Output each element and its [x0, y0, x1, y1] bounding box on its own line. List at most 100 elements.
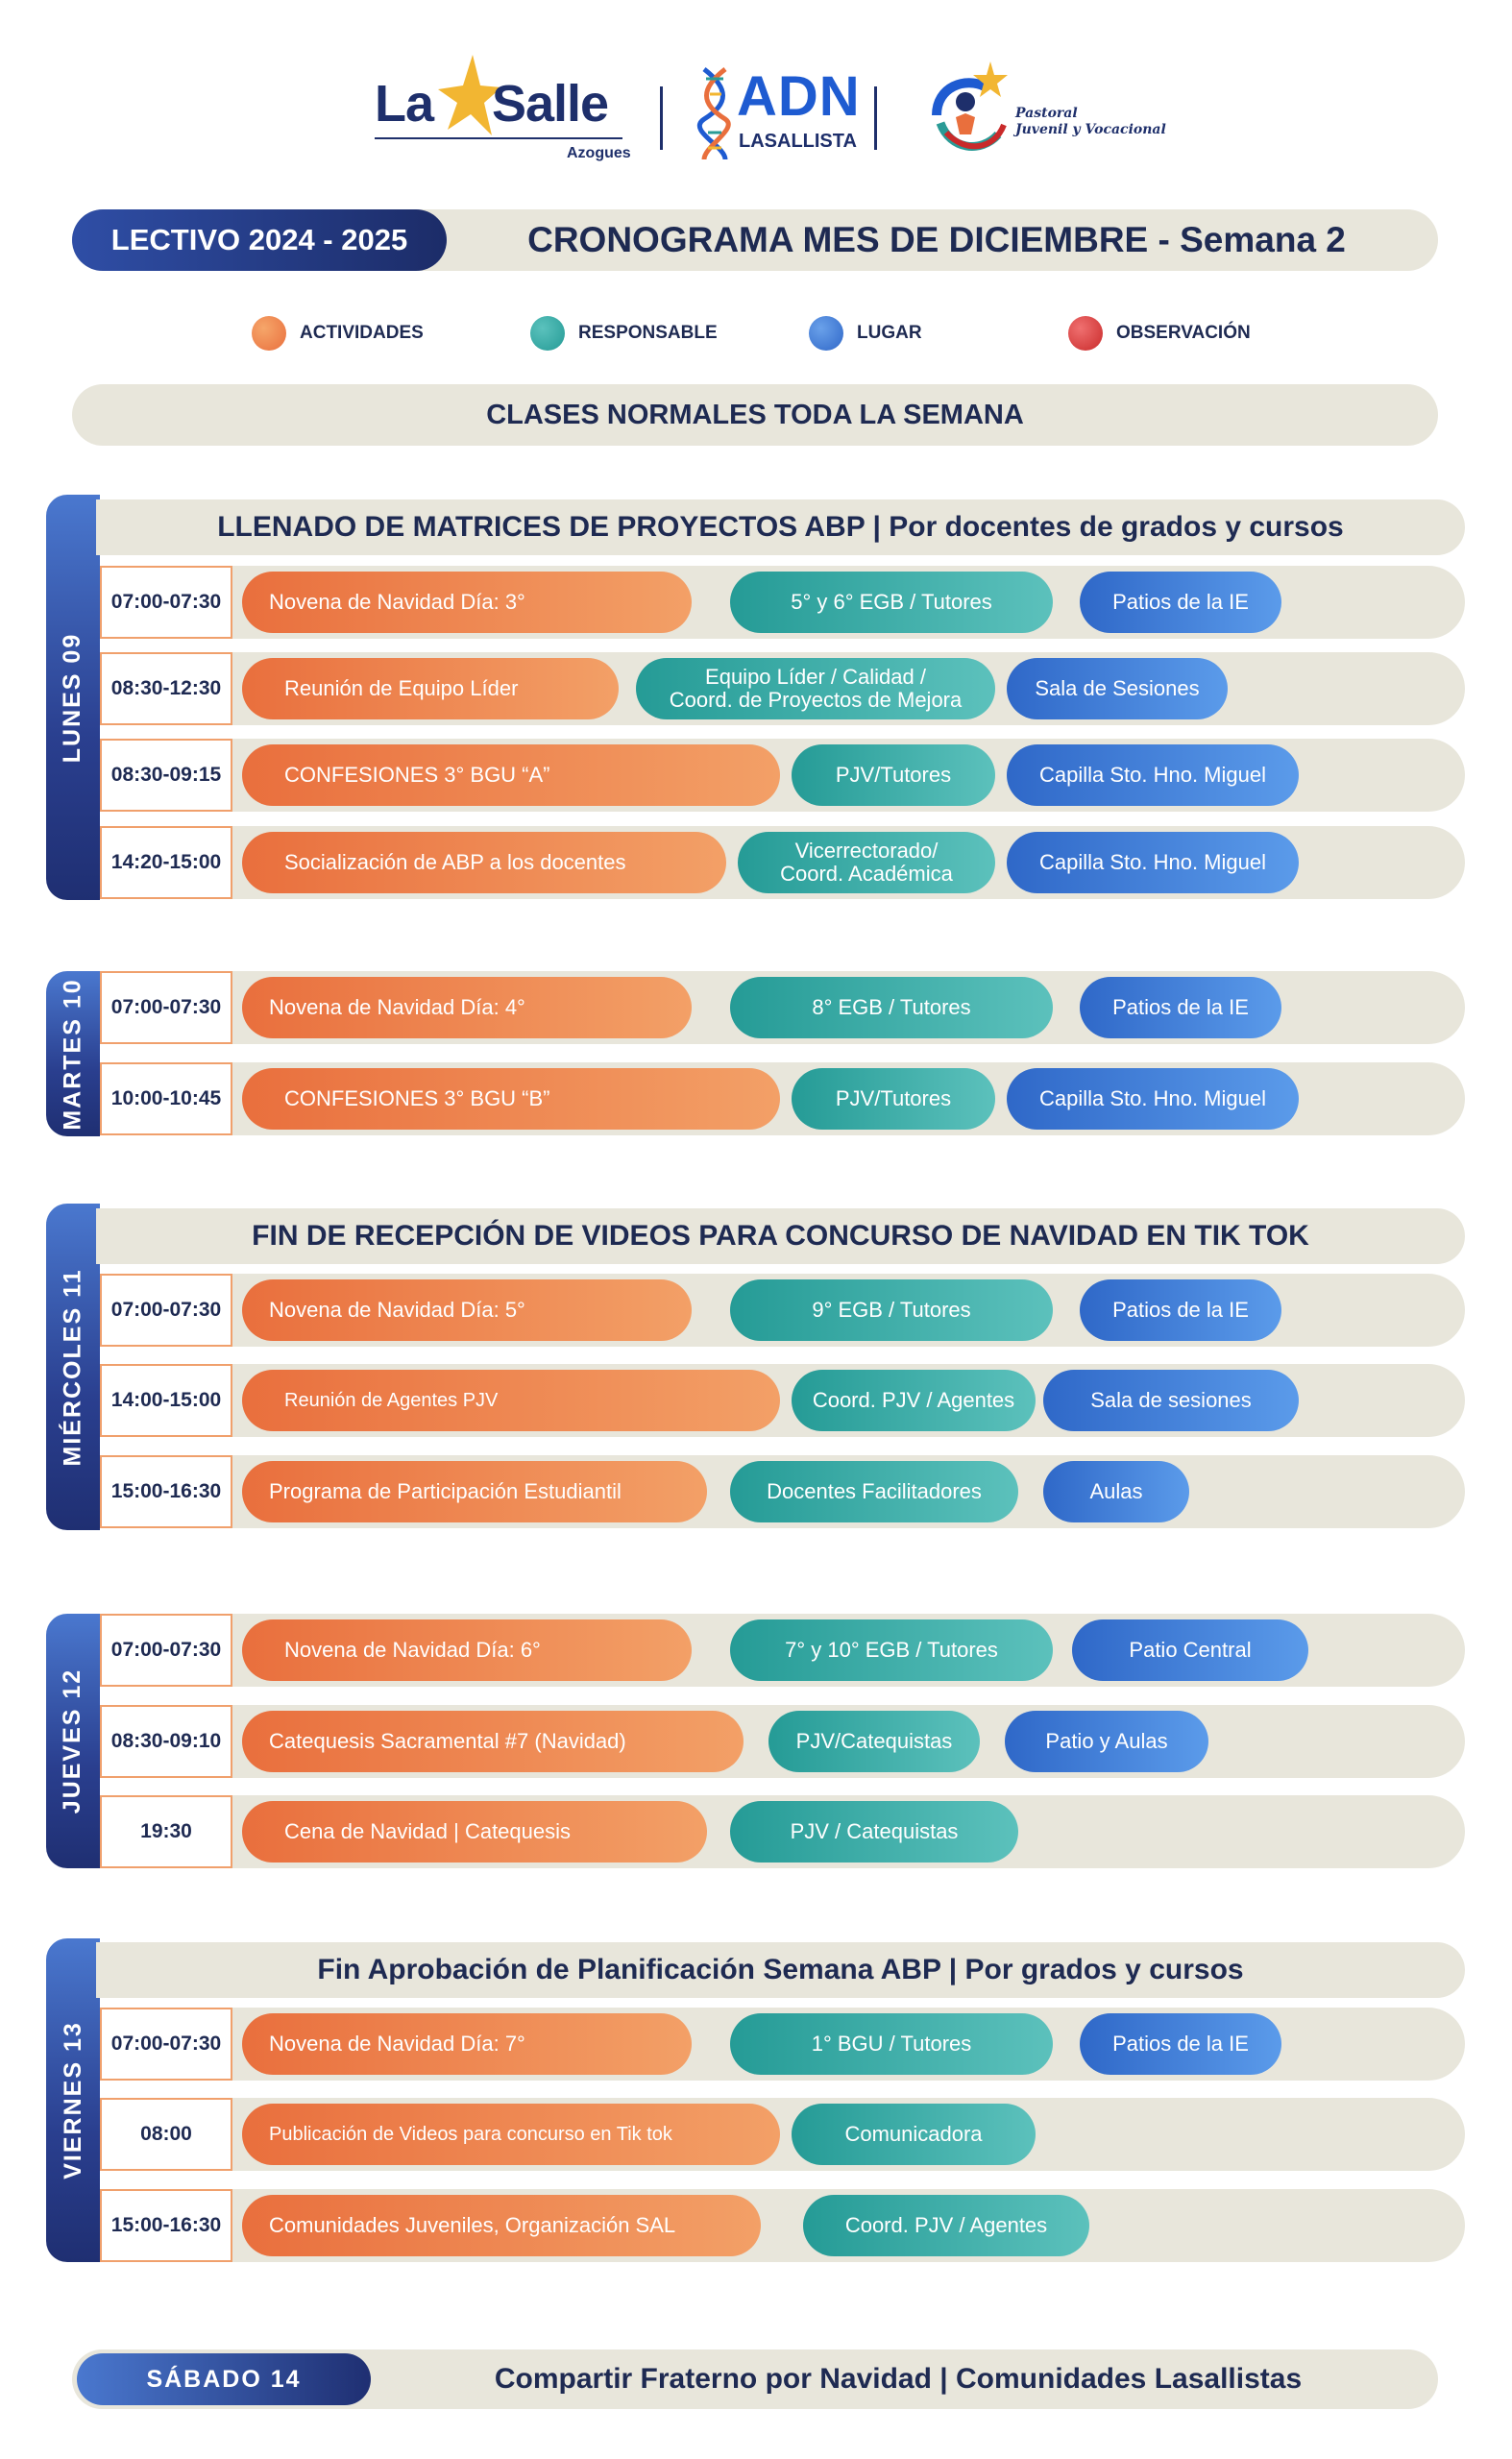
day-tab-miercoles: MIÉRCOLES 11 [46, 1204, 100, 1530]
legend-item-observation: OBSERVACIÓN [1068, 314, 1251, 353]
responsible-pill: PJV/Tutores [792, 744, 995, 806]
place-pill: Patios de la IE [1080, 572, 1281, 633]
responsible-pill: Comunicadora [792, 2104, 1036, 2165]
day-label: MIÉRCOLES 11 [59, 1268, 86, 1466]
activity-pill: Socialización de ABP a los docentes [242, 832, 726, 893]
pastoral-emblem-icon [932, 61, 1008, 151]
responsible-pill: Equipo Líder / Calidad / Coord. de Proye… [636, 658, 995, 719]
time-slot: 07:00-07:30 [100, 971, 232, 1044]
school-year-badge: LECTIVO 2024 - 2025 [72, 209, 447, 271]
time-slot: 15:00-16:30 [100, 2189, 232, 2262]
pastoral-logo-line-2: Juvenil y Vocacional [1015, 122, 1166, 137]
place-pill: Capilla Sto. Hno. Miguel [1007, 1068, 1299, 1130]
day-tab-viernes: VIERNES 13 [46, 1938, 100, 2262]
place-pill: Patios de la IE [1080, 1279, 1281, 1341]
logo-divider [874, 86, 877, 150]
activity-pill: Novena de Navidad Día: 6° [242, 1619, 692, 1681]
activity-pill: Cena de Navidad | Catequesis [242, 1801, 707, 1863]
responsible-pill: Coord. PJV / Agentes [792, 1370, 1036, 1431]
responsible-pill: 5° y 6° EGB / Tutores [730, 572, 1053, 633]
place-pill: Sala de sesiones [1043, 1370, 1299, 1431]
time-slot: 10:00-10:45 [100, 1062, 232, 1135]
place-pill: Patio Central [1072, 1619, 1308, 1681]
legend-item-responsible: RESPONSABLE [530, 314, 718, 353]
header-logos: La Salle Azogues ADN LASALLISTA [365, 48, 1182, 173]
day-header-miercoles: FIN DE RECEPCIÓN DE VIDEOS PARA CONCURSO… [96, 1208, 1465, 1264]
la-salle-logo: La Salle Azogues [375, 53, 631, 168]
activity-pill: Novena de Navidad Día: 7° [242, 2013, 692, 2075]
orange-dot-icon [252, 316, 286, 351]
la-salle-logo-sub: Azogues [567, 145, 631, 161]
time-slot: 08:30-09:10 [100, 1705, 232, 1778]
responsible-line-2: Coord. de Proyectos de Mejora [669, 688, 963, 712]
logo-divider [660, 86, 663, 150]
legend-label: RESPONSABLE [578, 323, 718, 343]
day-label: MARTES 10 [59, 977, 86, 1131]
day-label: VIERNES 13 [59, 2021, 86, 2179]
place-pill: Sala de Sesiones [1007, 658, 1228, 719]
activity-pill: Reunión de Agentes PJV [242, 1370, 780, 1431]
day-tab-martes: MARTES 10 [46, 971, 100, 1136]
day-header-lunes: LLENADO DE MATRICES DE PROYECTOS ABP | P… [96, 499, 1465, 555]
responsible-line-1: Vicerrectorado/ [794, 839, 939, 863]
time-slot: 08:00 [100, 2098, 232, 2171]
time-slot: 07:00-07:30 [100, 566, 232, 639]
activity-pill: Comunidades Juveniles, Organización SAL [242, 2195, 761, 2256]
responsible-pill: PJV/Catequistas [768, 1711, 980, 1772]
place-pill: Patios de la IE [1080, 977, 1281, 1038]
activity-pill: CONFESIONES 3° BGU “A” [242, 744, 780, 806]
la-salle-logo-word-la: La [375, 75, 434, 133]
activity-pill: Catequesis Sacramental #7 (Navidad) [242, 1711, 744, 1772]
activity-pill: Publicación de Videos para concurso en T… [242, 2104, 780, 2165]
responsible-pill: 9° EGB / Tutores [730, 1279, 1053, 1341]
legend-item-activities: ACTIVIDADES [252, 314, 424, 353]
day-tab-jueves: JUEVES 12 [46, 1614, 100, 1868]
pastoral-juvenil-logo: Pastoral Juvenil y Vocacional [927, 58, 1177, 173]
activity-pill: CONFESIONES 3° BGU “B” [242, 1068, 780, 1130]
day-label-sabado: SÁBADO 14 [77, 2353, 371, 2405]
day-header-viernes: Fin Aprobación de Planificación Semana A… [96, 1942, 1465, 1998]
legend-label: ACTIVIDADES [300, 323, 424, 343]
time-slot: 15:00-16:30 [100, 1455, 232, 1528]
adn-logo-subtitle: LASALLISTA [739, 131, 857, 152]
time-slot: 07:00-07:30 [100, 1274, 232, 1347]
star-icon [438, 55, 501, 135]
activity-pill: Novena de Navidad Día: 3° [242, 572, 692, 633]
place-pill: Capilla Sto. Hno. Miguel [1007, 744, 1299, 806]
la-salle-logo-word-salle: Salle [492, 75, 609, 133]
page-title: CRONOGRAMA MES DE DICIEMBRE - Semana 2 [527, 220, 1346, 259]
red-dot-icon [1068, 316, 1103, 351]
time-slot: 08:30-12:30 [100, 652, 232, 725]
dna-helix-icon [697, 67, 731, 160]
responsible-pill: Vicerrectorado/ Coord. Académica [738, 832, 995, 893]
time-slot: 19:30 [100, 1795, 232, 1868]
legend-item-place: LUGAR [809, 314, 922, 353]
adn-lasallista-logo: ADN LASALLISTA [696, 65, 860, 161]
legend-label: LUGAR [857, 323, 922, 343]
legend: ACTIVIDADES RESPONSABLE LUGAR OBSERVACIÓ… [0, 314, 1512, 353]
pastoral-logo-text: Pastoral Juvenil y Vocacional [1015, 106, 1166, 138]
activity-pill: Reunión de Equipo Líder [242, 658, 619, 719]
time-slot: 14:00-15:00 [100, 1364, 232, 1437]
time-slot: 07:00-07:30 [100, 1614, 232, 1687]
place-pill: Patios de la IE [1080, 2013, 1281, 2075]
day-label: JUEVES 12 [59, 1668, 86, 1814]
responsible-line-1: Equipo Líder / Calidad / [705, 665, 926, 689]
time-slot: 08:30-09:15 [100, 739, 232, 812]
time-slot: 14:20-15:00 [100, 826, 232, 899]
blue-dot-icon [809, 316, 843, 351]
saturday-activity: Compartir Fraterno por Navidad | Comunid… [494, 2363, 1303, 2395]
day-label: LUNES 09 [59, 632, 86, 763]
day-tab-lunes: LUNES 09 [46, 495, 100, 900]
place-pill: Capilla Sto. Hno. Miguel [1007, 832, 1299, 893]
place-pill: Aulas [1043, 1461, 1189, 1522]
activity-pill: Novena de Navidad Día: 4° [242, 977, 692, 1038]
la-salle-logo-underline [375, 137, 622, 139]
adn-logo-title: ADN [737, 65, 861, 128]
responsible-pill: 8° EGB / Tutores [730, 977, 1053, 1038]
time-slot: 07:00-07:30 [100, 2008, 232, 2081]
place-pill: Patio y Aulas [1005, 1711, 1208, 1772]
legend-label: OBSERVACIÓN [1116, 323, 1251, 343]
responsible-pill: 1° BGU / Tutores [730, 2013, 1053, 2075]
responsible-pill: Coord. PJV / Agentes [803, 2195, 1089, 2256]
